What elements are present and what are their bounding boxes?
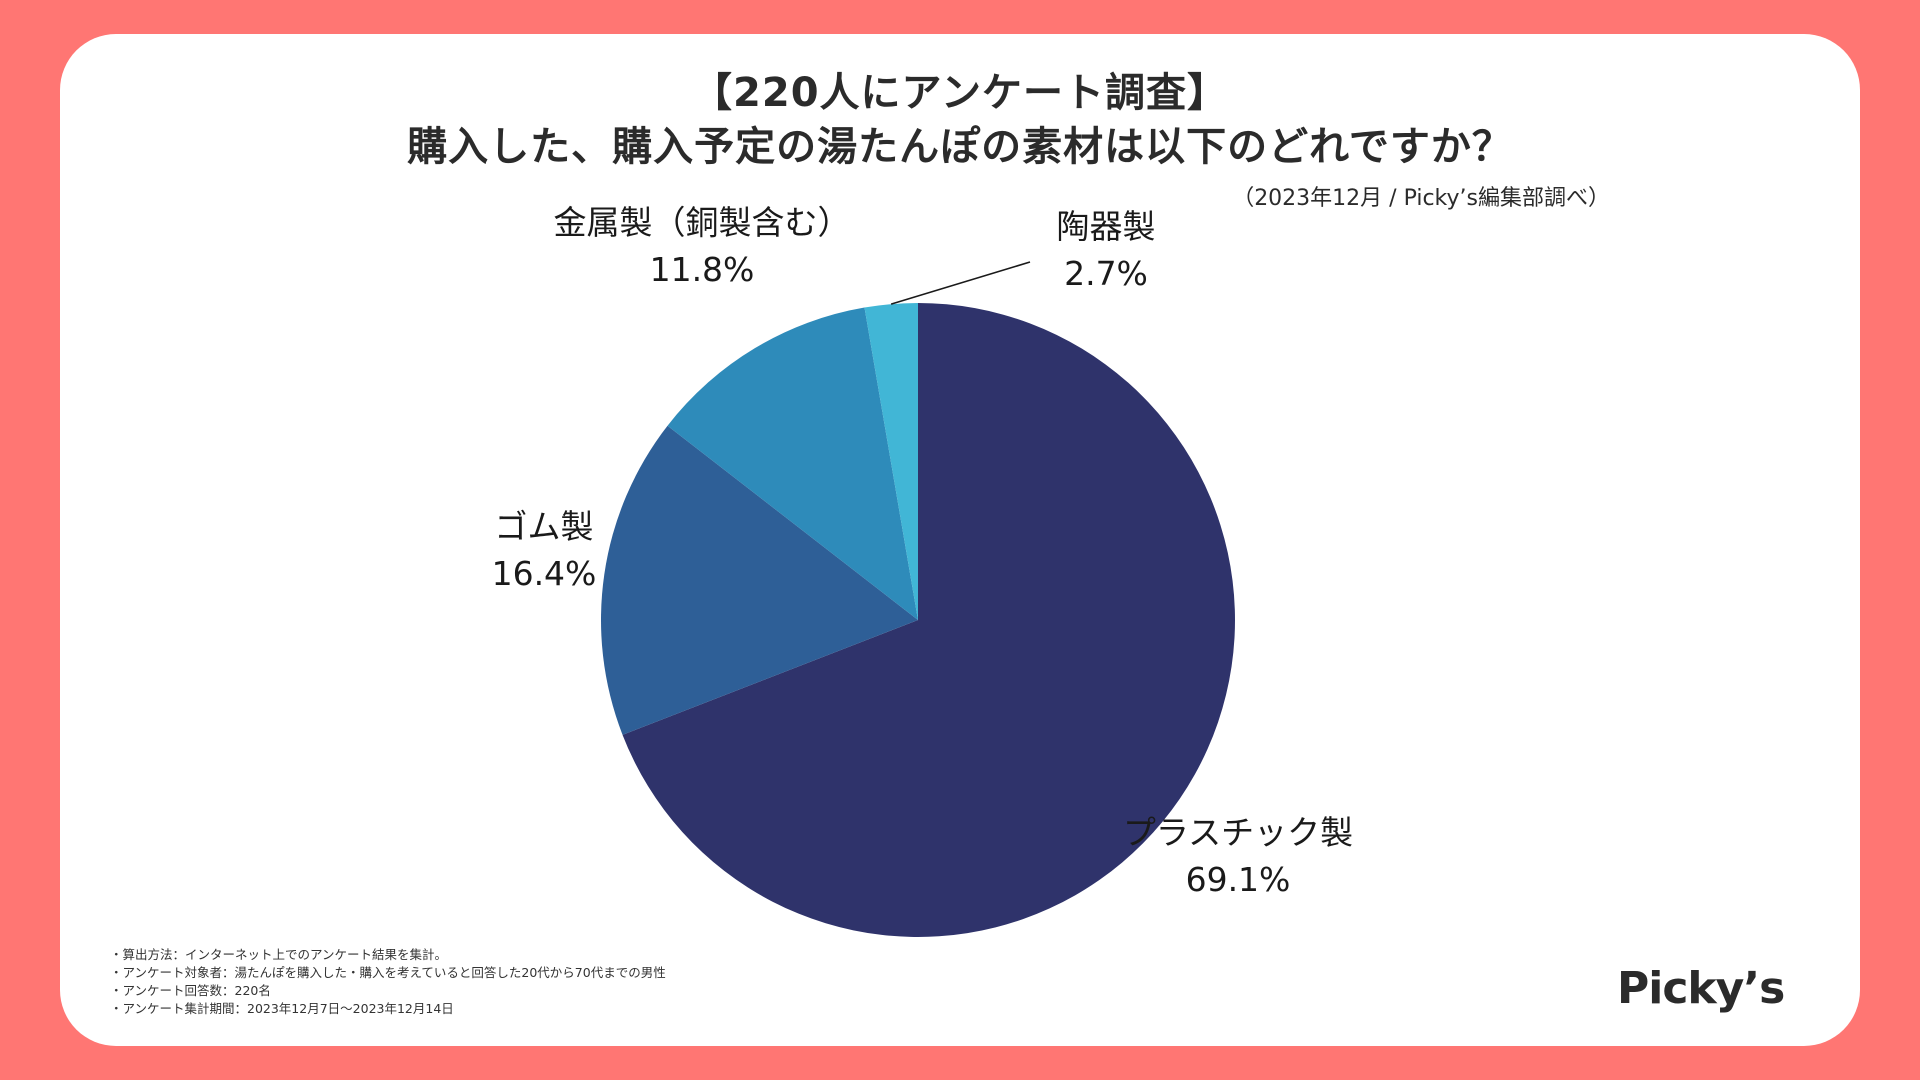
picky-logo: Picky’s — [1617, 963, 1785, 1014]
slice-label-name: プラスチック製 — [1123, 813, 1353, 852]
note-line: ・アンケート回答数：220名 — [110, 983, 271, 998]
note-line: ・アンケート対象者：湯たんぽを購入した・購入を考えていると回答した20代から70… — [110, 965, 666, 980]
pie-slice-陶器製 — [864, 303, 918, 620]
source-note: （2023年12月 / Picky’s編集部調べ） — [1232, 186, 1610, 211]
note-line: ・算出方法：インターネット上でのアンケート結果を集計。 — [110, 947, 448, 962]
slice-label-value: 11.8% — [650, 250, 755, 289]
note-line: ・アンケート集計期間：2023年12月7日〜2023年12月14日 — [110, 1001, 454, 1016]
pie-slice-ゴム製 — [600, 425, 918, 735]
slice-label-value: 16.4% — [492, 554, 597, 593]
leader-line-陶器製 — [890, 261, 1031, 305]
slice-label-name: 金属製（銅製含む） — [554, 203, 851, 242]
survey-notes: ・算出方法：インターネット上でのアンケート結果を集計。 ・アンケート対象者：湯た… — [110, 946, 666, 1018]
slice-label-name: ゴム製 — [495, 507, 594, 546]
pie-slice-プラスチック製 — [622, 303, 1235, 937]
pie-slice-金属製（銅製含む） — [667, 307, 918, 620]
slice-label-value: 2.7% — [1064, 254, 1148, 293]
chart-title-line2: 購入した、購入予定の湯たんぽの素材は以下のどれですか？ — [407, 124, 1513, 170]
slice-label-value: 69.1% — [1186, 860, 1291, 899]
chart-title-line1: 【220人にアンケート調査】 — [692, 70, 1228, 116]
slice-label-name: 陶器製 — [1057, 207, 1156, 246]
